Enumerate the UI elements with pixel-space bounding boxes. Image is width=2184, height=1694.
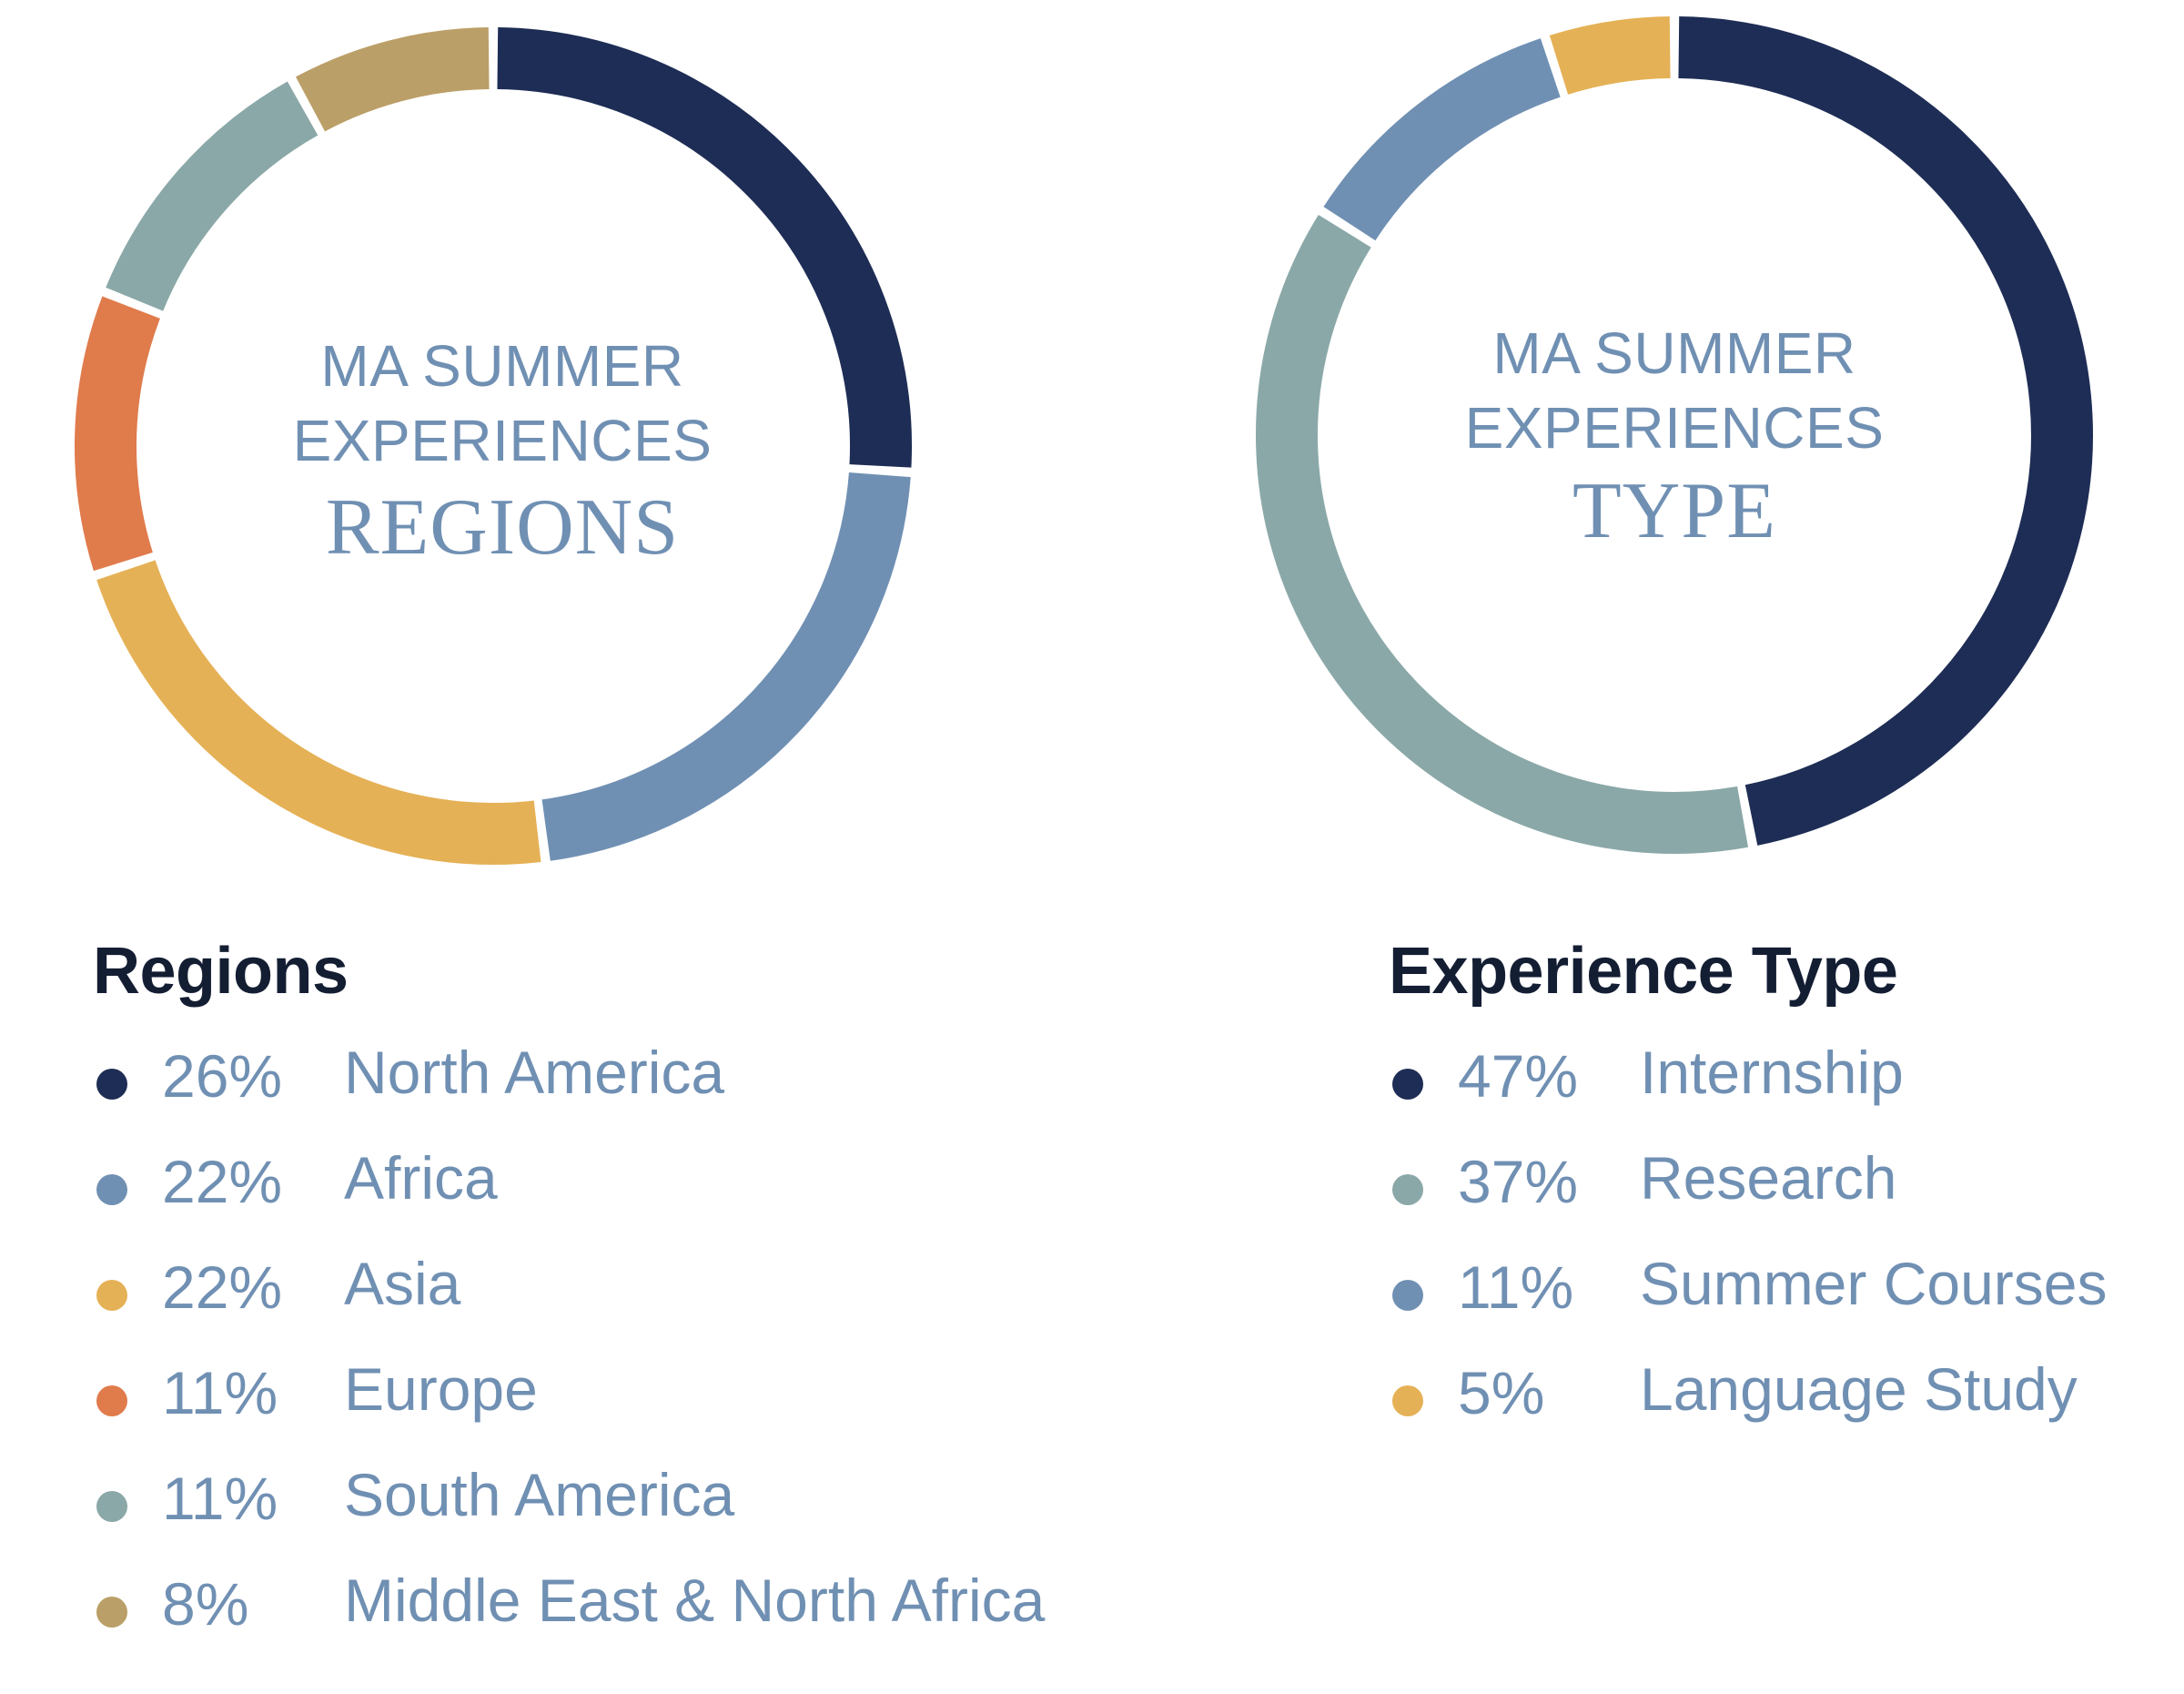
legend-percent: 5% [1458, 1359, 1545, 1426]
legend-swatch-africa [96, 1174, 127, 1205]
legend-percent: 11% [162, 1465, 278, 1532]
legend-percent: 22% [162, 1253, 283, 1321]
slice-asia [96, 560, 541, 865]
legend-label: South America [344, 1461, 735, 1528]
legend-percent: 11% [162, 1359, 278, 1426]
slice-language-study [1549, 16, 1672, 95]
legend-swatch-research [1392, 1174, 1423, 1205]
slice-north-america [497, 27, 912, 468]
legend-label: Summer Courses [1640, 1250, 2108, 1317]
legend-label: Middle East & North Africa [344, 1567, 1046, 1634]
slice-africa [541, 472, 911, 861]
legend-item-europe: 11% Europe [93, 1345, 538, 1451]
legend-item-middle-east-and-north-africa: 8% Middle East & North Africa [93, 1557, 1045, 1662]
regions-center-line2: EXPERIENCES [293, 408, 713, 473]
legend-label: Africa [344, 1144, 498, 1212]
legend-item-north-america: 26% North America [93, 1029, 724, 1134]
legend-swatch-summer-courses [1392, 1280, 1423, 1311]
legend-swatch-language-study [1392, 1385, 1423, 1416]
legend-label: Language Study [1640, 1355, 2078, 1423]
legend-swatch-north-america [96, 1069, 127, 1100]
slice-south-america [106, 81, 318, 311]
legend-percent: 47% [1458, 1042, 1579, 1110]
regions-legend-title: Regions [93, 935, 349, 1008]
legend-percent: 22% [162, 1148, 283, 1215]
legend-item-africa: 22% Africa [93, 1134, 498, 1240]
legend-label: Asia [344, 1250, 461, 1317]
type-center-line2: EXPERIENCES [1465, 395, 1885, 461]
regions-center-line1: MA SUMMER [320, 333, 683, 399]
slice-internship [1678, 16, 2093, 846]
legend-label: Europe [344, 1355, 538, 1423]
legend-label: Internship [1640, 1039, 1904, 1106]
legend-item-internship: 47% Internship [1389, 1029, 1904, 1134]
experience-type-legend: Experience Type 47% Internship 37% Research… [1389, 934, 2107, 1451]
regions-chart-block: MA SUMMER EXPERIENCES REGIONS Regions 26… [75, 27, 1045, 1662]
regions-legend: Regions 26% North America 22% Africa 22% Asia… [93, 934, 1045, 1662]
experience-type-legend-title: Experience Type [1389, 935, 1898, 1008]
legend-percent: 37% [1458, 1148, 1579, 1215]
regions-center-line3: REGIONS [326, 483, 679, 572]
legend-swatch-internship [1392, 1069, 1423, 1100]
legend-item-research: 37% Research [1389, 1134, 1897, 1240]
legend-percent: 11% [1458, 1253, 1574, 1321]
legend-swatch-south-america [96, 1491, 127, 1522]
legend-item-asia: 22% Asia [93, 1240, 460, 1345]
type-center-line1: MA SUMMER [1492, 320, 1855, 386]
legend-label: Research [1640, 1144, 1897, 1212]
slice-middle-east-and-north-africa [295, 27, 490, 132]
slice-europe [75, 296, 161, 572]
regions-donut-chart: MA SUMMER EXPERIENCES REGIONS [75, 27, 912, 865]
legend-label: North America [344, 1039, 725, 1106]
slice-summer-courses [1323, 38, 1562, 241]
legend-percent: 26% [162, 1042, 283, 1110]
type-center-line3: TYPE [1572, 467, 1776, 555]
legend-percent: 8% [162, 1570, 249, 1638]
slice-research [1256, 214, 1749, 854]
legend-swatch-asia [96, 1280, 127, 1311]
legend-item-language-study: 5% Language Study [1389, 1345, 2078, 1451]
experience-type-donut-chart: MA SUMMER EXPERIENCES TYPE [1256, 16, 2093, 854]
legend-item-summer-courses: 11% Summer Courses [1389, 1240, 2107, 1345]
legend-swatch-europe [96, 1385, 127, 1416]
legend-item-south-america: 11% South America [93, 1451, 734, 1557]
experience-type-chart-block: MA SUMMER EXPERIENCES TYPE Experience Ty… [1092, 0, 2184, 1694]
legend-swatch-middle-east-and-north-africa [96, 1597, 127, 1628]
